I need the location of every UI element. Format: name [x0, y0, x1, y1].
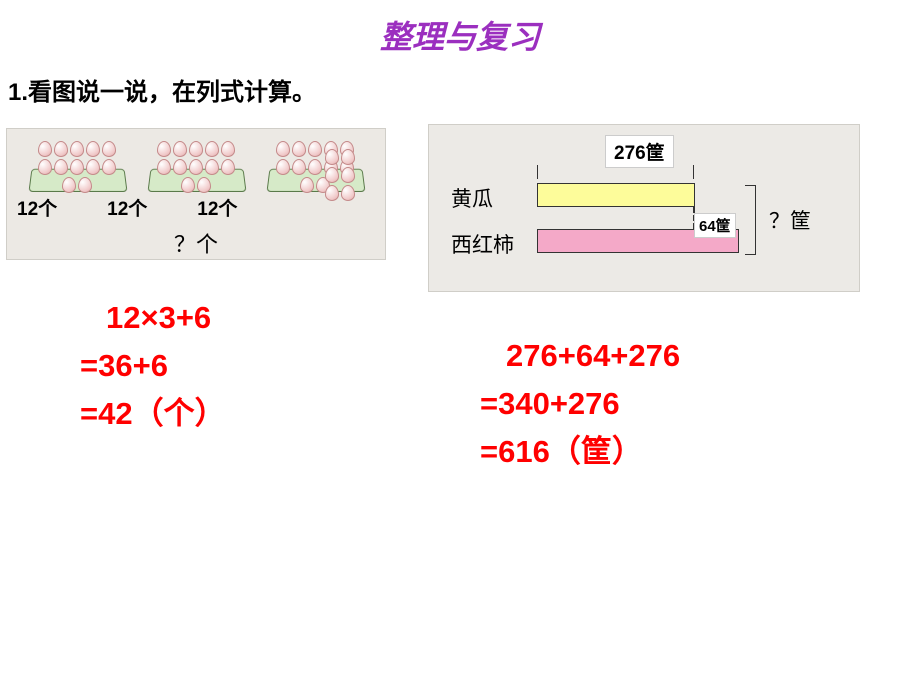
calc-line: 276+64+276 [480, 332, 680, 380]
tomato-label: 西红柿 [451, 229, 514, 259]
figure-eggs: 12个 12个 12个 ？个 [6, 128, 386, 260]
page-title: 整理与复习 [0, 0, 920, 58]
bracket-icon [745, 185, 756, 255]
cucumber-bar [537, 183, 695, 207]
calc-line: =616（筐） [480, 428, 680, 476]
diff-value-label: 64筐 [694, 213, 736, 238]
calc-line: =340+276 [480, 380, 680, 428]
calc-line: =42（个） [80, 390, 226, 438]
top-value-label: 276筐 [605, 135, 674, 168]
egg-tray [30, 137, 124, 192]
tray-label: 12个 [17, 194, 57, 221]
calc-left: 12×3+6 =36+6 =42（个） [80, 294, 226, 438]
calc-right: 276+64+276 =340+276 =616（筐） [480, 332, 680, 476]
tray-label: 12个 [197, 194, 237, 221]
calc-line: =36+6 [80, 342, 226, 390]
figure-bars: 276筐 黄瓜 西红柿 64筐 ？筐 [428, 124, 860, 292]
tray-label: 12个 [107, 194, 147, 221]
extra-eggs [325, 149, 365, 201]
calc-line: 12×3+6 [80, 294, 226, 342]
right-question: ？筐 [769, 205, 811, 235]
question-number: 1. [8, 79, 28, 106]
cucumber-label: 黄瓜 [451, 183, 493, 213]
question-text: 看图说一说，在列式计算。 [28, 79, 316, 106]
question-heading: 1.看图说一说，在列式计算。 [0, 72, 920, 107]
egg-tray [149, 137, 243, 192]
total-question: ？个 [7, 227, 385, 259]
